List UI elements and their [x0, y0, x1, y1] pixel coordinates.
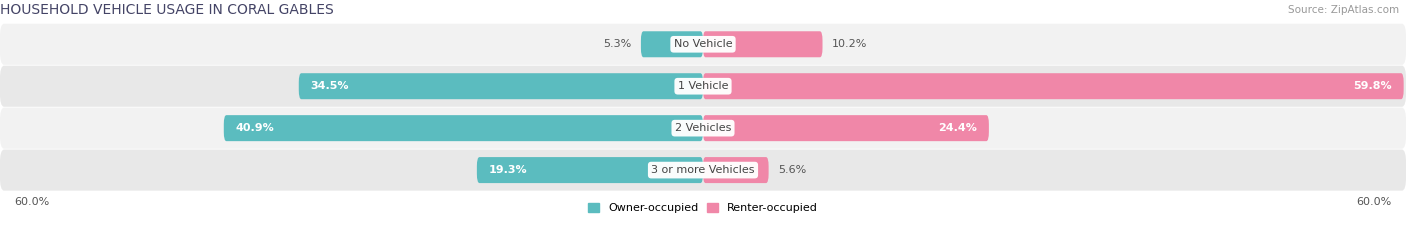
Text: 59.8%: 59.8%: [1354, 81, 1392, 91]
Text: 1 Vehicle: 1 Vehicle: [678, 81, 728, 91]
Text: 24.4%: 24.4%: [938, 123, 977, 133]
Text: 40.9%: 40.9%: [236, 123, 274, 133]
FancyBboxPatch shape: [0, 150, 1406, 191]
FancyBboxPatch shape: [641, 31, 703, 57]
Text: 19.3%: 19.3%: [489, 165, 527, 175]
FancyBboxPatch shape: [703, 157, 769, 183]
Text: 3 or more Vehicles: 3 or more Vehicles: [651, 165, 755, 175]
Text: 2 Vehicles: 2 Vehicles: [675, 123, 731, 133]
FancyBboxPatch shape: [703, 115, 988, 141]
Text: 60.0%: 60.0%: [1357, 197, 1392, 207]
Text: Source: ZipAtlas.com: Source: ZipAtlas.com: [1288, 5, 1399, 15]
FancyBboxPatch shape: [477, 157, 703, 183]
Text: 60.0%: 60.0%: [14, 197, 49, 207]
FancyBboxPatch shape: [0, 24, 1406, 65]
Text: 5.3%: 5.3%: [603, 39, 631, 49]
Text: No Vehicle: No Vehicle: [673, 39, 733, 49]
FancyBboxPatch shape: [703, 31, 823, 57]
Text: 5.6%: 5.6%: [778, 165, 806, 175]
Legend: Owner-occupied, Renter-occupied: Owner-occupied, Renter-occupied: [583, 199, 823, 218]
Text: HOUSEHOLD VEHICLE USAGE IN CORAL GABLES: HOUSEHOLD VEHICLE USAGE IN CORAL GABLES: [0, 3, 333, 17]
FancyBboxPatch shape: [0, 66, 1406, 107]
FancyBboxPatch shape: [0, 108, 1406, 149]
FancyBboxPatch shape: [298, 73, 703, 99]
FancyBboxPatch shape: [703, 73, 1403, 99]
FancyBboxPatch shape: [224, 115, 703, 141]
Text: 34.5%: 34.5%: [311, 81, 349, 91]
Text: 10.2%: 10.2%: [832, 39, 868, 49]
